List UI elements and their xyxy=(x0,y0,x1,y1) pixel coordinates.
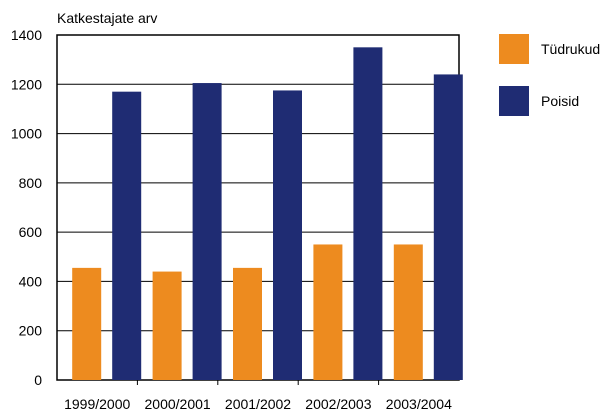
y-tick-label: 800 xyxy=(19,175,43,191)
bar-tudrukud xyxy=(152,271,182,380)
y-tick-label: 1400 xyxy=(11,27,42,43)
bar-poisid xyxy=(112,91,142,380)
bar-poisid xyxy=(433,74,463,380)
legend-swatch-tudrukud xyxy=(499,34,529,64)
y-tick-label: 400 xyxy=(19,273,43,289)
bar-tudrukud xyxy=(233,267,262,380)
bar-tudrukud xyxy=(313,244,343,380)
y-tick-label: 200 xyxy=(19,323,43,339)
x-tick-label: 2000/2001 xyxy=(145,396,211,410)
legend-label-tudrukud: Tüdrukud xyxy=(541,41,601,57)
x-tick-label: 1999/2000 xyxy=(64,396,130,410)
y-tick-label: 0 xyxy=(34,372,42,388)
legend-label-poisid: Poisid xyxy=(541,93,580,109)
bar-poisid xyxy=(353,47,383,380)
legend: Tüdrukud Poisid xyxy=(499,34,600,138)
x-tick-label: 2003/2004 xyxy=(386,396,452,410)
y-tick-label: 1000 xyxy=(11,126,42,142)
bar-tudrukud xyxy=(393,244,423,380)
legend-item-tudrukud: Tüdrukud xyxy=(499,34,600,64)
y-tick-label: 1200 xyxy=(11,76,42,92)
y-tick-label: 600 xyxy=(19,224,43,240)
bar-poisid xyxy=(273,90,302,381)
y-axis-title: Katkestajate arv xyxy=(57,10,157,26)
legend-item-poisid: Poisid xyxy=(499,86,600,116)
x-tick-label: 2002/2003 xyxy=(305,396,371,410)
x-tick-label: 2001/2002 xyxy=(225,396,291,410)
bar-poisid xyxy=(192,83,222,380)
bar-tudrukud xyxy=(72,267,102,380)
legend-swatch-poisid xyxy=(499,86,529,116)
